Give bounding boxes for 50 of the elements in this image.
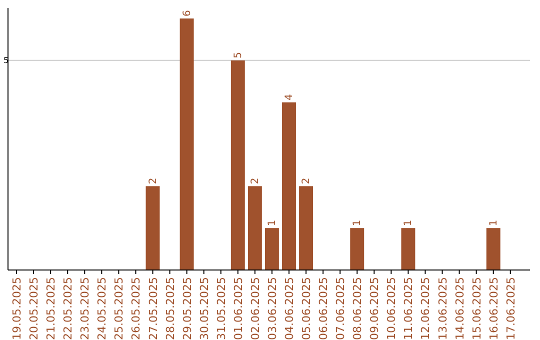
- data-label: 2: [148, 178, 159, 184]
- data-label: 1: [266, 220, 278, 226]
- bar: [486, 228, 500, 270]
- x-tick-label: 19.05.2025: [10, 277, 24, 340]
- x-tick-label: 16.06.2025: [487, 277, 500, 340]
- bar: [180, 18, 194, 270]
- bar: [146, 186, 160, 270]
- x-tick-label: 26.05.2025: [130, 277, 143, 340]
- x-tick-label: 22.05.2025: [62, 277, 75, 340]
- data-label: 6: [182, 10, 193, 16]
- x-tick-label: 06.06.2025: [317, 277, 330, 340]
- x-tick-label: 30.05.2025: [198, 277, 211, 340]
- x-tick-label: 20.05.2025: [28, 277, 41, 340]
- x-tick-label: 13.06.2025: [436, 277, 450, 340]
- x-tick-label: 29.05.2025: [180, 277, 194, 340]
- bar: [264, 228, 279, 270]
- x-tick-label: 28.05.2025: [164, 277, 177, 340]
- x-tick-label: 04.06.2025: [282, 277, 296, 340]
- x-tick-label: 03.06.2025: [266, 277, 279, 340]
- x-tick-label: 25.05.2025: [112, 277, 126, 340]
- x-tick-label: 24.05.2025: [96, 277, 109, 340]
- bar: [350, 228, 364, 270]
- bar: [282, 102, 296, 270]
- bar: [248, 186, 262, 270]
- x-tick-label: 10.06.2025: [385, 277, 398, 340]
- data-label: 1: [352, 220, 364, 226]
- bar: [299, 186, 314, 270]
- x-tick-label: 21.05.2025: [44, 277, 58, 340]
- x-tick-label: 02.06.2025: [248, 277, 262, 340]
- x-tick-label: 05.06.2025: [300, 277, 314, 340]
- data-label: 2: [301, 178, 312, 184]
- x-tick-label: 31.05.2025: [214, 277, 228, 340]
- data-label: 4: [284, 94, 295, 100]
- data-label: 1: [403, 220, 414, 226]
- bar: [230, 60, 245, 270]
- x-tick-label: 01.06.2025: [232, 277, 245, 340]
- bar: [401, 228, 416, 270]
- x-tick-label: 09.06.2025: [368, 277, 382, 340]
- x-tick-label: 08.06.2025: [351, 277, 364, 340]
- x-tick-label: 14.06.2025: [453, 277, 466, 340]
- x-tick-label: 12.06.2025: [419, 277, 432, 340]
- x-tick-label: 27.05.2025: [146, 277, 160, 340]
- data-label: 2: [250, 178, 261, 184]
- x-tick-label: 11.06.2025: [402, 277, 416, 340]
- x-tick-label: 07.06.2025: [334, 277, 348, 340]
- x-tick-label: 23.05.2025: [78, 277, 92, 340]
- data-label: 1: [488, 220, 500, 226]
- data-label: 5: [232, 52, 244, 58]
- x-tick-label: 17.06.2025: [504, 277, 518, 340]
- x-tick-label: 15.06.2025: [470, 277, 484, 340]
